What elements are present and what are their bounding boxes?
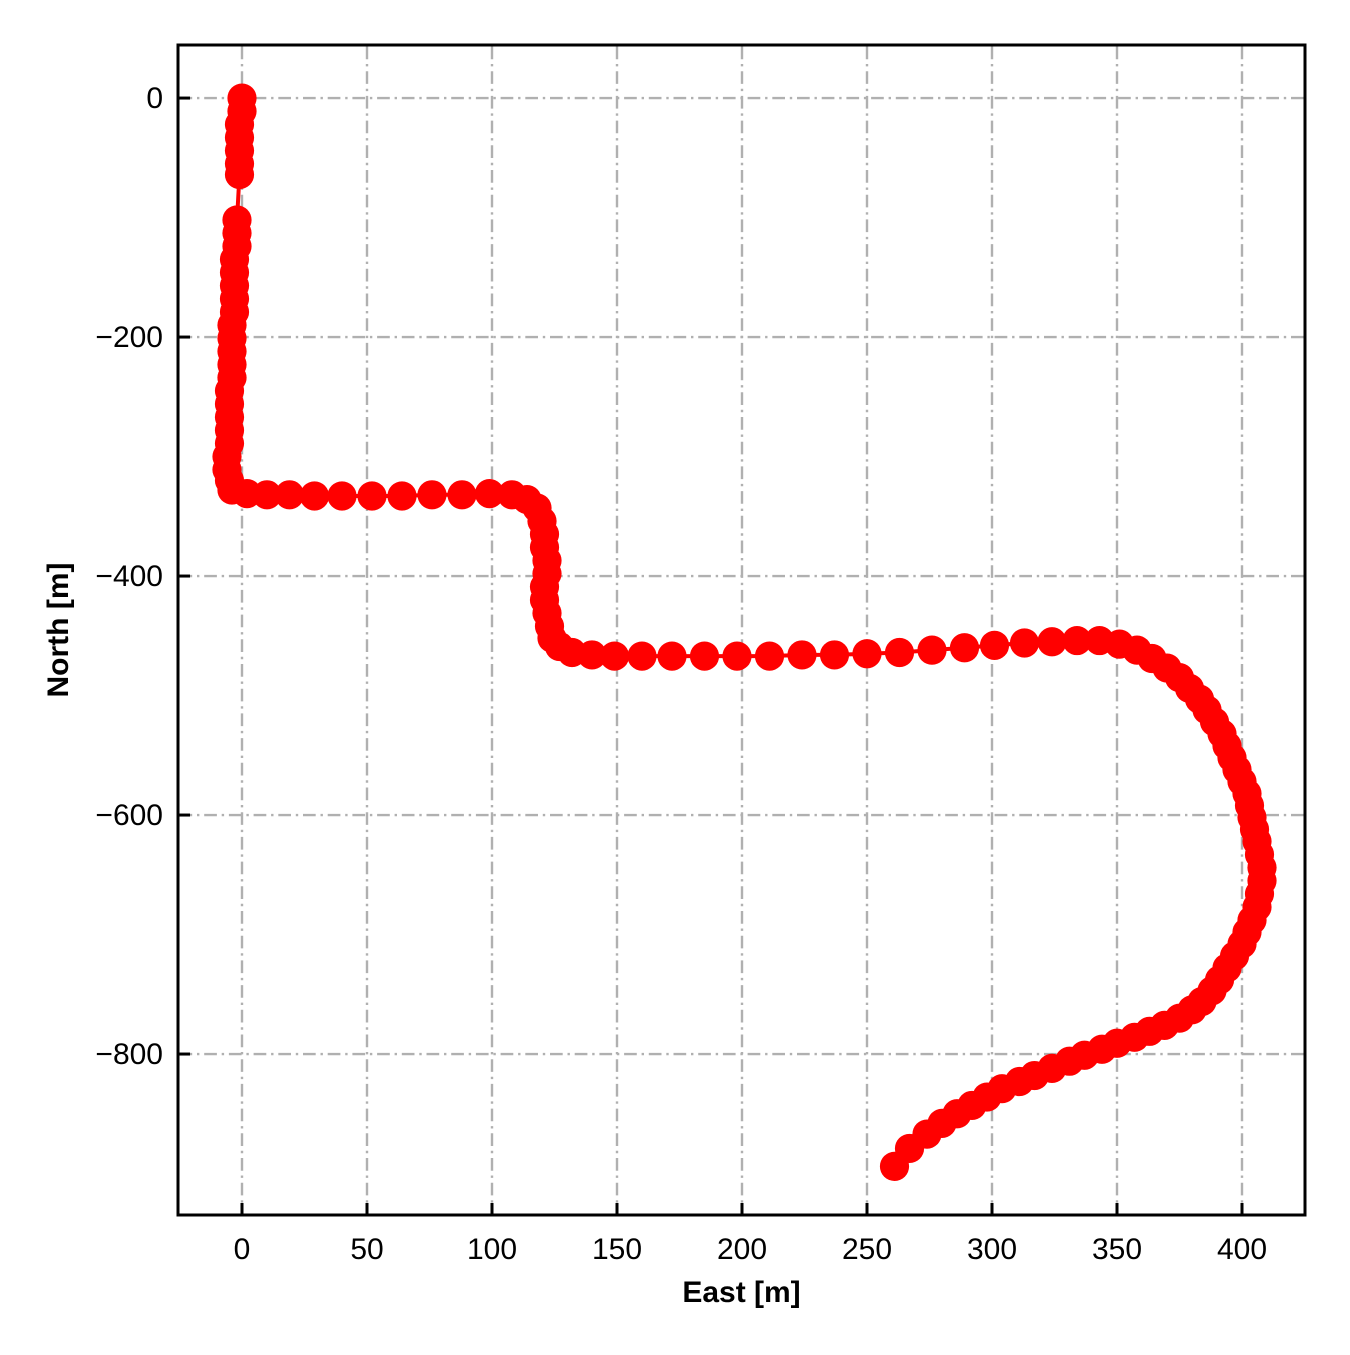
x-tick-label: 300 xyxy=(967,1233,1017,1266)
x-tick-label: 350 xyxy=(1092,1233,1142,1266)
data-point xyxy=(1062,625,1092,656)
x-tick-label: 100 xyxy=(467,1233,517,1266)
data-point xyxy=(689,641,720,671)
data-point xyxy=(274,480,305,510)
y-tick-label: −600 xyxy=(95,799,163,832)
data-point xyxy=(722,641,752,671)
axis-ticks xyxy=(178,96,1244,1215)
y-tick-label: −200 xyxy=(95,321,163,354)
data-point xyxy=(357,481,387,511)
x-tick-label: 150 xyxy=(592,1233,642,1266)
data-point xyxy=(447,480,477,510)
data-point xyxy=(852,639,882,669)
y-axis-label: North [m] xyxy=(42,563,75,698)
x-tick-label: 200 xyxy=(717,1233,767,1266)
data-point xyxy=(657,641,687,671)
data-point xyxy=(917,635,947,665)
data-point xyxy=(884,637,915,668)
trajectory-series xyxy=(212,83,1277,1181)
x-tick-label: 0 xyxy=(234,1233,251,1266)
data-point xyxy=(1009,628,1040,658)
y-tick-label: −800 xyxy=(95,1038,163,1071)
data-point xyxy=(224,159,255,190)
data-point xyxy=(787,640,817,670)
data-point xyxy=(387,481,417,511)
x-axis-label: East [m] xyxy=(682,1276,800,1309)
x-tick-labels: 0 50 100 150 200 250 300 350 400 xyxy=(234,1233,1267,1266)
data-point xyxy=(417,480,447,510)
y-tick-label: −400 xyxy=(95,560,163,593)
data-point xyxy=(327,481,357,511)
data-point xyxy=(474,478,505,509)
data-point xyxy=(599,641,630,671)
data-point xyxy=(979,630,1010,660)
x-tick-label: 400 xyxy=(1217,1233,1267,1266)
data-point xyxy=(819,640,850,670)
data-point xyxy=(879,1151,910,1181)
data-point xyxy=(627,641,657,671)
data-point xyxy=(252,480,282,510)
data-point xyxy=(299,481,330,511)
gridlines xyxy=(179,46,1304,1214)
y-tick-label: 0 xyxy=(146,82,163,115)
data-point xyxy=(1037,627,1067,657)
trajectory-markers xyxy=(212,83,1277,1181)
data-point xyxy=(577,640,607,670)
data-point xyxy=(949,633,980,663)
x-tick-label: 50 xyxy=(350,1233,383,1266)
x-tick-label: 250 xyxy=(842,1233,892,1266)
y-tick-labels: 0 −200 −400 −600 −800 xyxy=(95,82,163,1071)
data-point xyxy=(754,641,785,671)
